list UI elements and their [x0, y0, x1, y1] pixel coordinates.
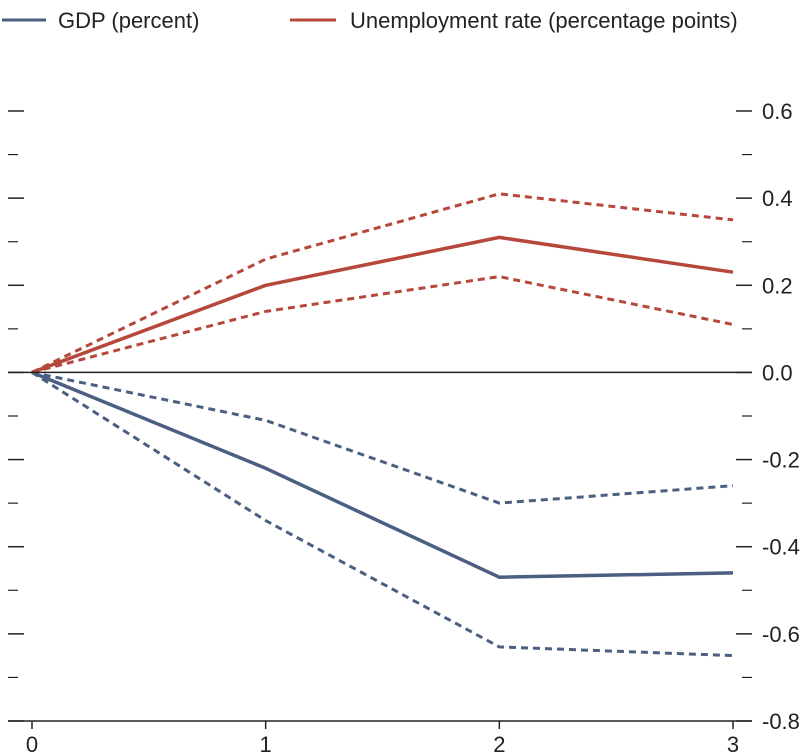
unemployment-line [31, 235, 734, 375]
y-tick-label-3: 0.0 [762, 360, 793, 385]
y-tick-label-6: -0.6 [762, 622, 800, 647]
gdp-upper-band [31, 370, 734, 505]
y-tick-label-7: -0.8 [762, 709, 800, 734]
y-tick-label-1: 0.4 [762, 186, 793, 211]
unemployment-lower-band [31, 275, 734, 374]
legend: GDP (percent) Unemployment rate (percent… [2, 8, 738, 33]
axes: 0 1 2 3 0.6 0.4 0.2 0.0 -0.2 -0.4 -0.6 -0.8 [8, 99, 800, 756]
x-tick-label-1: 1 [260, 732, 272, 756]
series-layer [31, 192, 734, 658]
y-tick-label-2: 0.2 [762, 273, 793, 298]
y-tick-label-4: -0.2 [762, 448, 800, 473]
legend-label-gdp: GDP (percent) [58, 8, 199, 33]
y-tick-label-0: 0.6 [762, 99, 793, 124]
gdp-lower-band [31, 371, 734, 658]
x-tick-label-0: 0 [26, 732, 38, 756]
x-tick-label-3: 3 [727, 732, 739, 756]
y-tick-label-5: -0.4 [762, 535, 800, 560]
legend-label-unemployment: Unemployment rate (percentage points) [350, 8, 738, 33]
gdp-line [31, 370, 734, 579]
x-tick-label-2: 2 [493, 732, 505, 756]
